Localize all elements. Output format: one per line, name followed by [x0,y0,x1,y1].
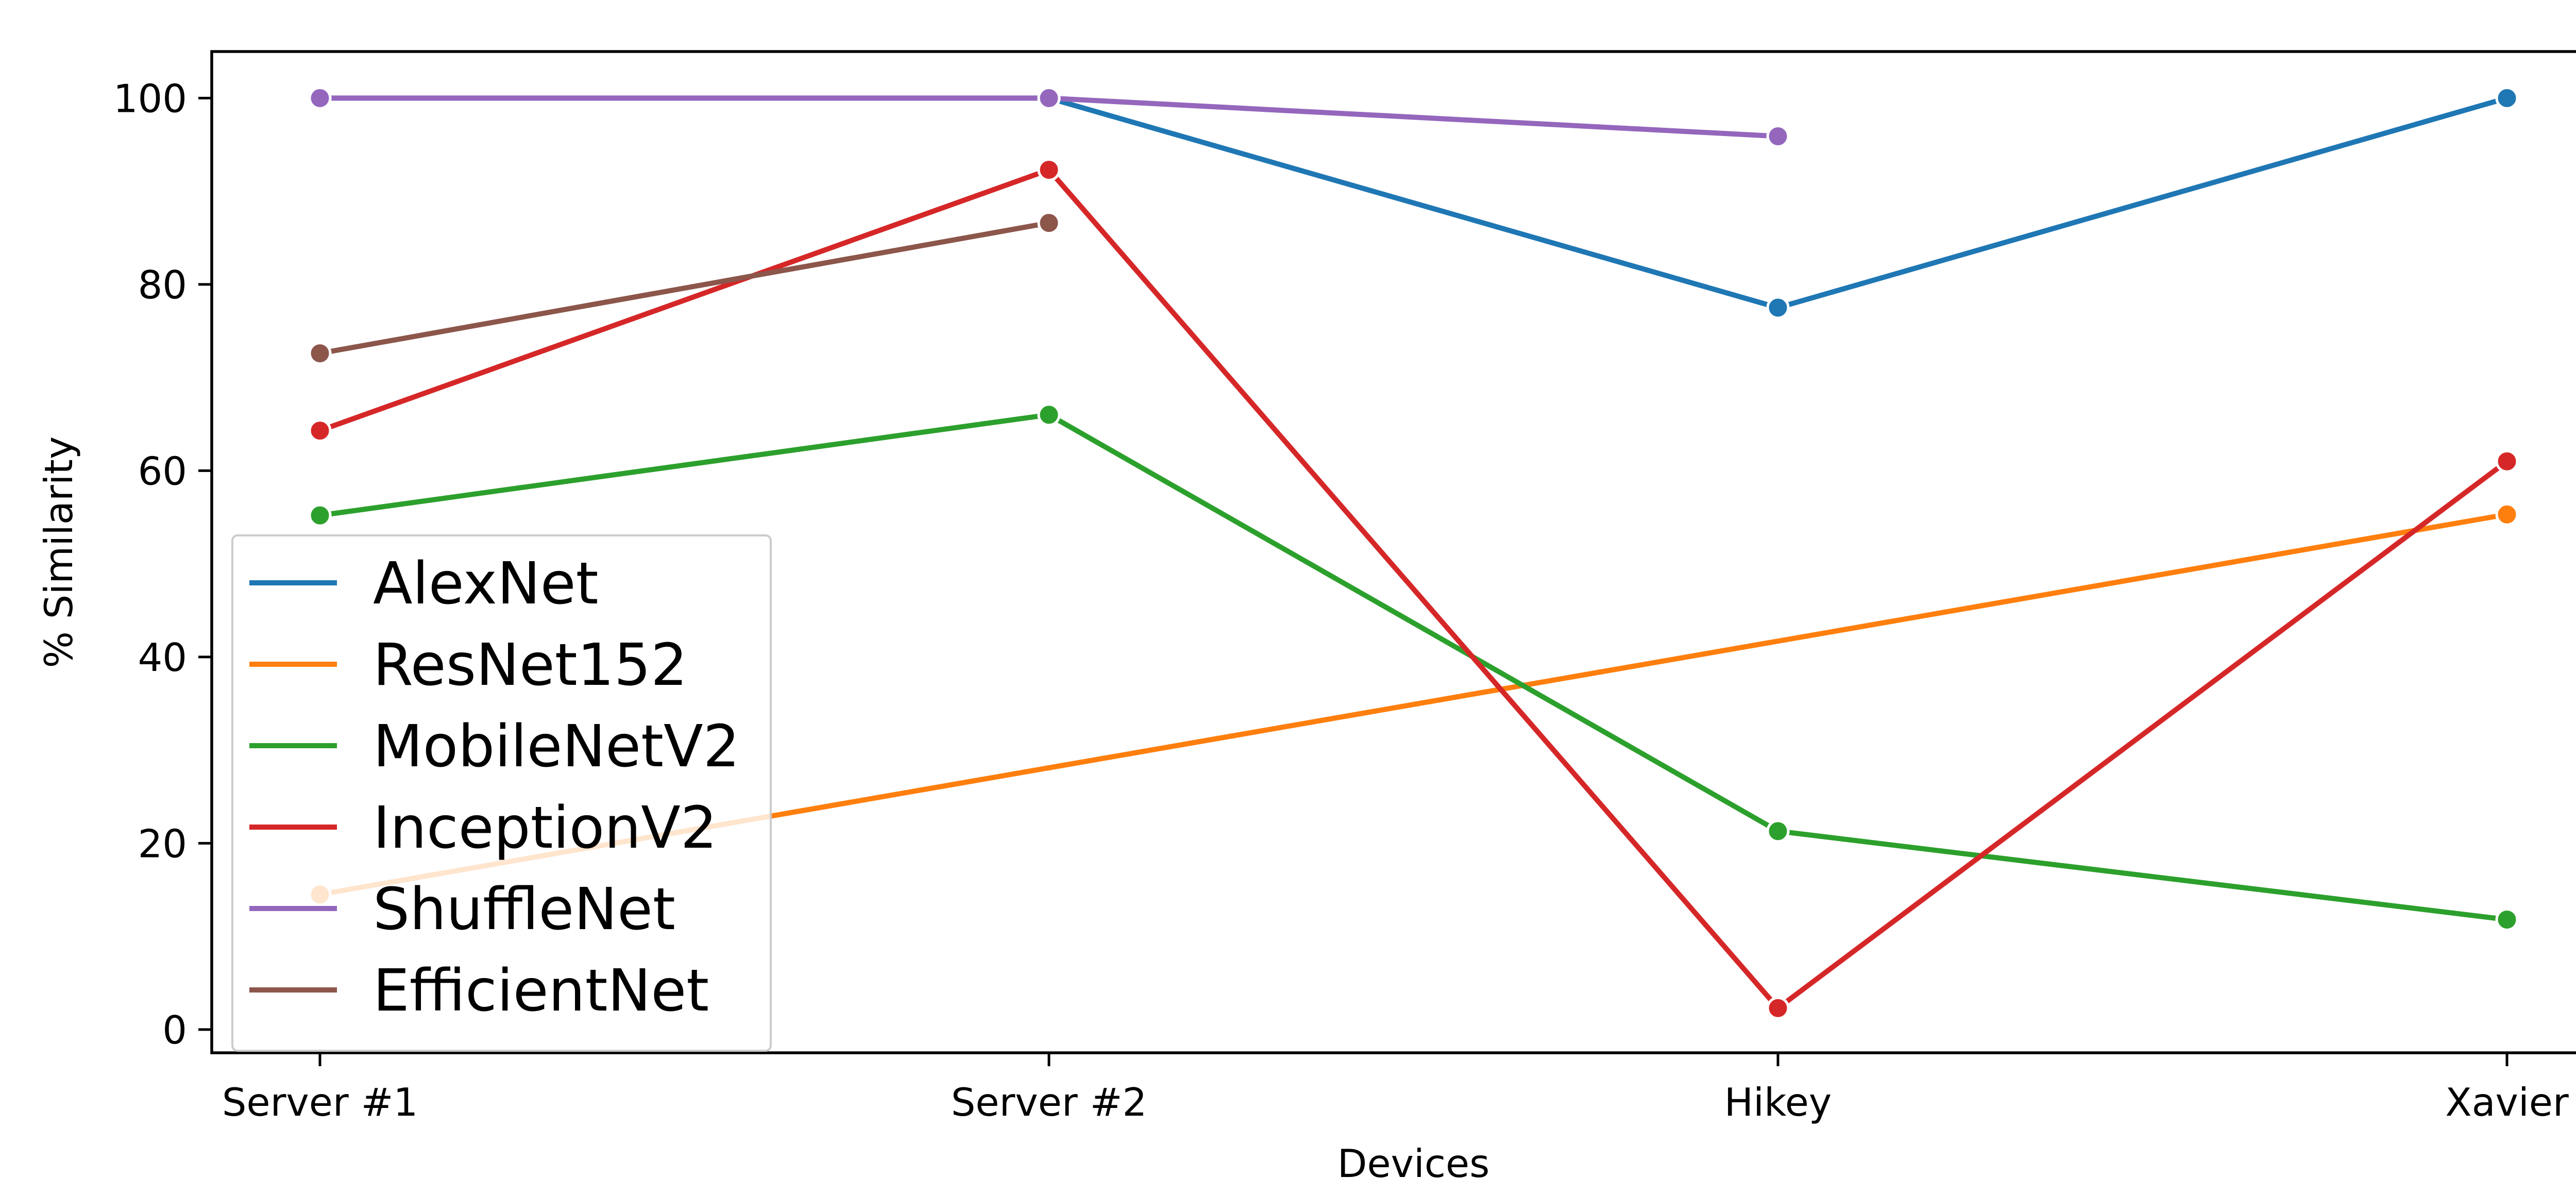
data-point-mobilenetv2-hikey [1766,819,1790,843]
x-tick-label-xavier: Xavier [2445,1080,2569,1125]
data-point-inceptionv2-server-1 [308,419,332,443]
legend: AlexNet ResNet152 MobileNetV2 InceptionV2 Sh… [231,534,772,1052]
x-axis-label: Devices [1337,1141,1490,1186]
data-point-efficientnet-server-1 [308,342,332,365]
data-point-mobilenetv2-server-1 [308,503,332,527]
data-point-shufflenet-server-2 [1037,86,1061,110]
legend-label-efficientnet: EfficientNet [373,957,709,1024]
data-point-resnet152-xavier [2495,502,2519,526]
data-point-mobilenetv2-xavier [2495,908,2519,932]
series-line-inceptionv2 [316,167,2511,1011]
data-point-alexnet-hikey [1766,296,1790,319]
x-tick-label-server-1: Server #1 [222,1080,418,1125]
plot-frame [210,50,2576,1054]
legend-label-resnet152: ResNet152 [373,632,687,699]
y-tick-label-80: 80 [138,262,187,308]
data-point-alexnet-xavier [2495,86,2519,110]
series-line-mobilenetv2 [317,412,2510,923]
legend-box [231,534,772,1052]
y-tick-label-0: 0 [162,1007,187,1053]
series-line-efficientnet [317,220,1052,357]
y-axis-label: % Similarity [36,436,81,668]
y-tick-label-60: 60 [138,448,187,494]
y-tick-label-100: 100 [113,76,187,121]
legend-label-shufflenet: ShuffleNet [373,876,675,943]
data-point-shufflenet-server-1 [308,86,332,110]
x-axis: Server #1 Server #2 Hikey Xavier [222,1053,2569,1125]
data-point-inceptionv2-server-2 [1037,158,1061,182]
y-tick-label-20: 20 [138,821,187,866]
x-tick-label-server-2: Server #2 [951,1080,1147,1125]
legend-label-alexnet: AlexNet [373,550,599,617]
legend-label-inceptionv2: InceptionV2 [373,795,717,862]
data-point-mobilenetv2-server-2 [1037,403,1061,427]
x-tick-label-hikey: Hikey [1724,1080,1832,1125]
data-point-efficientnet-server-2 [1037,211,1061,235]
data-point-inceptionv2-xavier [2495,449,2519,473]
data-point-shufflenet-hikey [1766,124,1790,148]
data-point-inceptionv2-hikey [1766,996,1790,1020]
legend-label-mobilenetv2: MobileNetV2 [373,713,740,780]
y-axis: 0 20 40 60 80 100 [113,76,212,1053]
y-tick-label-40: 40 [138,635,187,680]
